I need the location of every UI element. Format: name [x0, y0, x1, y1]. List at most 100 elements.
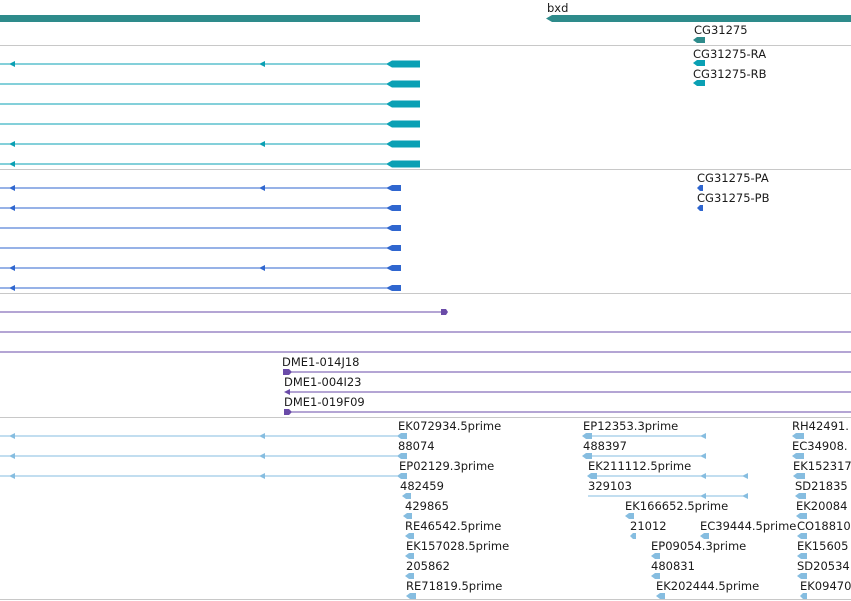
- est-label: 88074: [398, 439, 435, 453]
- est-row[interactable]: [0, 473, 407, 479]
- est-label: EK15605: [797, 539, 848, 553]
- protein-cds: [386, 225, 401, 231]
- transcript-label-rb: CG31275-RB: [693, 67, 767, 81]
- est-label: EK157028.5prime: [406, 539, 509, 553]
- gene-bar-cg31275[interactable]: [693, 37, 705, 43]
- est-row[interactable]: [0, 453, 407, 459]
- est-label: EC39444.5prime: [700, 519, 796, 533]
- est-row[interactable]: [582, 453, 706, 459]
- protein-cds: [386, 205, 401, 211]
- transcript-row[interactable]: [0, 60, 420, 68]
- est-bar[interactable]: [795, 493, 806, 499]
- est-bar[interactable]: [792, 433, 804, 439]
- est-row[interactable]: [588, 493, 748, 499]
- est-bar[interactable]: [656, 593, 665, 599]
- est-bar[interactable]: [630, 533, 636, 539]
- est-bar[interactable]: [796, 513, 807, 519]
- transcript-arrow: [9, 141, 15, 147]
- est-label: EC34908.: [792, 439, 848, 453]
- clone-row[interactable]: [0, 309, 448, 315]
- clone-end: [284, 409, 292, 415]
- est-bar[interactable]: [406, 593, 416, 599]
- est-bar[interactable]: [651, 553, 660, 559]
- protein-label-pb: CG31275-PB: [697, 191, 770, 205]
- protein-arrow: [9, 285, 15, 291]
- clone-end: [284, 389, 290, 395]
- protein-bar-pa[interactable]: [697, 185, 703, 191]
- est-bar[interactable]: [625, 513, 634, 519]
- transcript-bar-ra[interactable]: [693, 60, 705, 66]
- protein-row[interactable]: [0, 225, 401, 231]
- gene-track: bxd CG31275: [0, 1, 851, 43]
- protein-row[interactable]: [0, 205, 401, 211]
- est-bar[interactable]: [405, 553, 414, 559]
- transcript-exon: [386, 60, 420, 68]
- est-bar[interactable]: [797, 573, 807, 579]
- protein-row[interactable]: [0, 285, 401, 291]
- transcript-exon: [386, 140, 420, 148]
- est-label: EK072934.5prime: [398, 419, 501, 433]
- est-label: RH42491.: [792, 419, 849, 433]
- protein-arrow: [259, 185, 265, 191]
- est-row[interactable]: [0, 433, 407, 439]
- est-bar[interactable]: [403, 513, 412, 519]
- est-label: EP02129.3prime: [399, 459, 494, 473]
- est-bar[interactable]: [405, 573, 414, 579]
- transcript-exon: [386, 160, 420, 168]
- est-label: EK166652.5prime: [625, 499, 728, 513]
- clone-track: DME1-014J18 DME1-004I23 DME1-019F09: [0, 309, 851, 415]
- protein-row[interactable]: [0, 185, 401, 191]
- est-track: [0, 433, 807, 599]
- transcript-label-ra: CG31275-RA: [693, 47, 766, 61]
- clone-row[interactable]: [284, 409, 851, 415]
- clone-label-014j18: DME1-014J18: [282, 355, 360, 369]
- est-row[interactable]: [582, 433, 706, 439]
- est-label: RE71819.5prime: [406, 579, 502, 593]
- est-label: RE46542.5prime: [405, 519, 501, 533]
- gene-bar-bxd[interactable]: [546, 15, 851, 22]
- est-bar[interactable]: [793, 473, 805, 479]
- transcript-arrow: [9, 161, 15, 167]
- protein-row[interactable]: [0, 265, 401, 271]
- protein-cds: [386, 185, 401, 191]
- transcript-exon: [386, 80, 420, 88]
- clone-label-004i23: DME1-004I23: [284, 375, 362, 389]
- est-label: CO18810: [797, 519, 851, 533]
- transcript-row[interactable]: [0, 120, 420, 128]
- est-bar[interactable]: [405, 533, 414, 539]
- protein-row[interactable]: [0, 245, 401, 251]
- est-bar[interactable]: [797, 553, 807, 559]
- transcript-row[interactable]: [0, 80, 420, 88]
- est-bar[interactable]: [800, 593, 807, 599]
- track-dividers: [0, 45, 851, 600]
- est-label: EP09054.3prime: [651, 539, 746, 553]
- transcript-bar-rb[interactable]: [693, 80, 705, 86]
- est-label: EK152317: [793, 459, 851, 473]
- transcript-row[interactable]: [0, 140, 420, 148]
- protein-arrow: [9, 265, 15, 271]
- est-label: 329103: [588, 479, 632, 493]
- transcript-track: CG31275-RA CG31275-RB: [0, 47, 767, 168]
- est-bar[interactable]: [792, 453, 804, 459]
- est-label: 429865: [405, 499, 449, 513]
- protein-bar-pb[interactable]: [697, 205, 703, 211]
- est-bar[interactable]: [402, 493, 411, 499]
- clone-end: [441, 309, 448, 315]
- est-row[interactable]: [587, 473, 748, 479]
- clone-row[interactable]: [284, 389, 851, 395]
- clone-end: [283, 369, 292, 375]
- transcript-arrow: [9, 61, 15, 67]
- est-label: SD20534: [797, 559, 850, 573]
- est-label: EK202444.5prime: [656, 579, 759, 593]
- est-label: EK20084: [796, 499, 847, 513]
- gene-bar-left[interactable]: [0, 15, 420, 22]
- gene-label-bxd: bxd: [547, 1, 568, 15]
- est-bar[interactable]: [797, 533, 807, 539]
- transcript-row[interactable]: [0, 100, 420, 108]
- transcript-row[interactable]: [0, 160, 420, 168]
- clone-row[interactable]: [283, 369, 851, 375]
- protein-track: CG31275-PA CG31275-PB: [0, 171, 770, 291]
- transcript-exon: [386, 120, 420, 128]
- est-bar[interactable]: [651, 573, 660, 579]
- est-bar[interactable]: [700, 533, 709, 539]
